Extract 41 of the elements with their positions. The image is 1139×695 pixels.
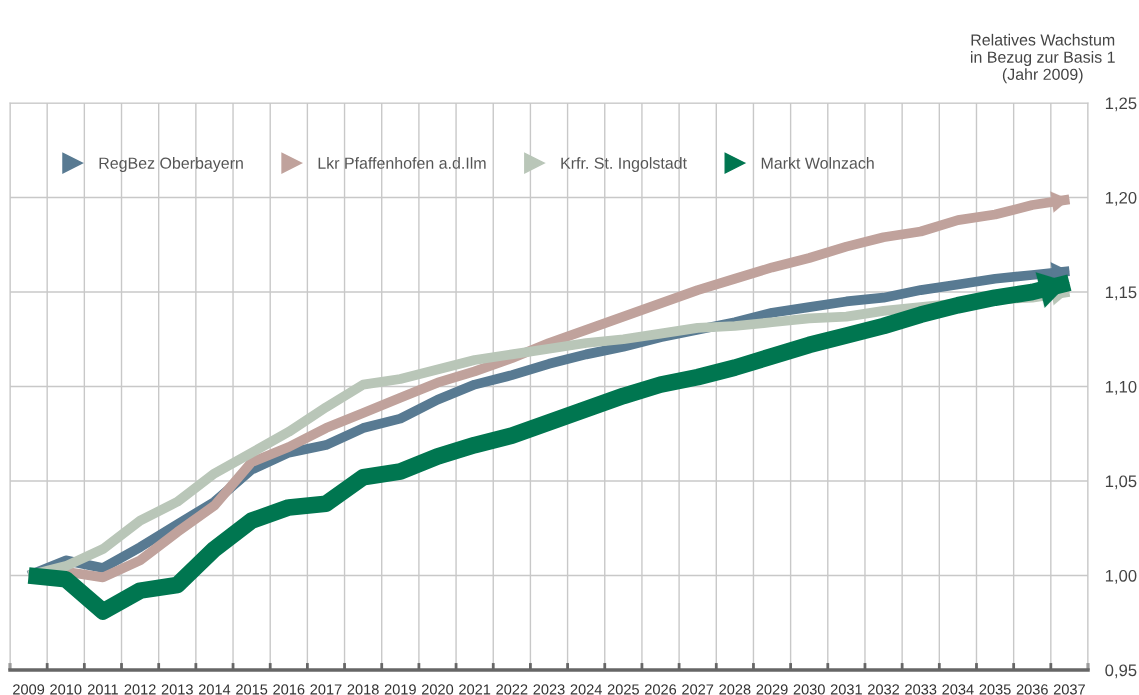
x-tick-label: 2021 xyxy=(459,684,491,695)
y-tick-label: 1,15 xyxy=(1105,286,1137,301)
x-tick-label: 2016 xyxy=(273,684,305,695)
x-tick-label: 2020 xyxy=(422,684,454,695)
x-tick-label: 2017 xyxy=(310,684,342,695)
x-tick-label: 2015 xyxy=(236,684,268,695)
y-tick-label: 1,25 xyxy=(1105,97,1137,112)
x-tick-label: 2036 xyxy=(1016,684,1048,695)
legend-label: Markt Wolnzach xyxy=(761,157,874,169)
x-tick-label: 2027 xyxy=(682,684,714,695)
legend-label: Krfr. St. Ingolstadt xyxy=(561,157,687,172)
x-tick-label: 2028 xyxy=(719,684,751,695)
x-tick-label: 2032 xyxy=(868,684,900,695)
legend-label: Lkr Pfaffenhofen a.d.Ilm xyxy=(318,157,486,169)
x-tick-label: 2022 xyxy=(496,684,528,695)
x-tick-label: 2029 xyxy=(756,684,788,695)
x-tick-label: 2023 xyxy=(533,684,565,695)
x-tick-label: 2018 xyxy=(347,684,379,695)
x-tick-label: 2024 xyxy=(570,684,602,695)
x-tick-label: 2010 xyxy=(50,684,82,695)
legend-label: RegBez Oberbayern xyxy=(99,157,243,172)
y-tick-label: 1,20 xyxy=(1105,191,1137,206)
y-tick-label: 1,10 xyxy=(1105,380,1137,395)
y-tick-label: 1,00 xyxy=(1105,569,1137,584)
x-tick-label: 2037 xyxy=(1053,684,1085,695)
x-tick-label: 2034 xyxy=(942,684,974,695)
x-tick-label: 2030 xyxy=(793,684,825,695)
x-tick-label: 2026 xyxy=(645,684,677,695)
y-tick-label: 0,95 xyxy=(1105,664,1137,679)
x-tick-label: 2035 xyxy=(979,684,1011,695)
x-tick-label: 2033 xyxy=(905,684,937,695)
x-tick-label: 2009 xyxy=(13,684,45,695)
x-tick-label: 2012 xyxy=(124,684,156,695)
x-tick-label: 2031 xyxy=(830,684,862,695)
x-tick-label: 2019 xyxy=(384,684,416,695)
x-tick-label: 2013 xyxy=(161,684,193,695)
y-axis-title: Relatives Wachstum in Bezug zur Basis 1 (Jahr 2009) xyxy=(971,33,1115,84)
x-tick-label: 2011 xyxy=(87,684,118,695)
x-tick-label: 2025 xyxy=(607,684,639,695)
y-tick-label: 1,05 xyxy=(1105,475,1137,490)
x-tick-label: 2014 xyxy=(198,684,231,695)
